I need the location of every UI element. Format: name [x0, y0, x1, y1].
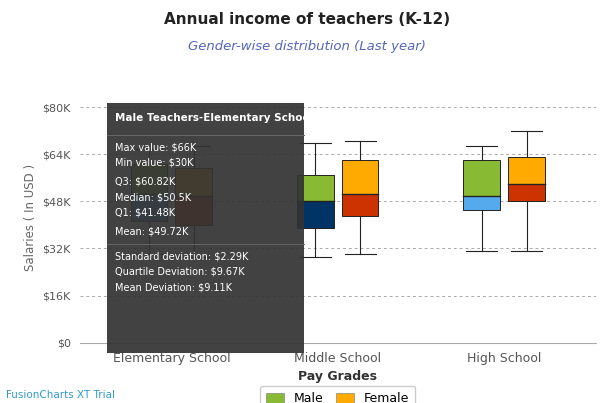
Bar: [131, 164, 167, 194]
Bar: [508, 157, 545, 184]
Text: Quartile Deviation: $9.67K: Quartile Deviation: $9.67K: [115, 267, 245, 277]
Text: FusionCharts XT Trial: FusionCharts XT Trial: [6, 390, 115, 400]
Bar: [176, 168, 212, 195]
Text: Median: $50.5K: Median: $50.5K: [115, 192, 192, 202]
Text: Q3: $60.82K: Q3: $60.82K: [115, 177, 176, 187]
X-axis label: Pay Grades: Pay Grades: [298, 370, 377, 383]
Y-axis label: Salaries ( In USD ): Salaries ( In USD ): [24, 164, 37, 271]
Bar: [297, 175, 333, 202]
Bar: [342, 160, 378, 194]
Text: Mean: $49.72K: Mean: $49.72K: [115, 227, 189, 237]
Bar: [131, 194, 167, 220]
Text: Min value: $30K: Min value: $30K: [115, 158, 194, 168]
Text: Max value: $66K: Max value: $66K: [115, 142, 196, 152]
Bar: [176, 195, 212, 225]
Text: Q1: $41.48K: Q1: $41.48K: [115, 208, 176, 218]
Legend: Male, Female: Male, Female: [260, 386, 415, 403]
Bar: [508, 184, 545, 202]
Text: Male Teachers-Elementary School: Male Teachers-Elementary School: [115, 113, 314, 123]
Bar: [297, 202, 333, 228]
Text: Annual income of teachers (K-12): Annual income of teachers (K-12): [164, 12, 450, 27]
Text: Mean Deviation: $9.11K: Mean Deviation: $9.11K: [115, 282, 233, 292]
Bar: [464, 160, 500, 195]
Bar: [464, 195, 500, 210]
Text: Gender-wise distribution (Last year): Gender-wise distribution (Last year): [188, 40, 426, 53]
Bar: [342, 194, 378, 216]
Text: Standard deviation: $2.29K: Standard deviation: $2.29K: [115, 251, 249, 262]
